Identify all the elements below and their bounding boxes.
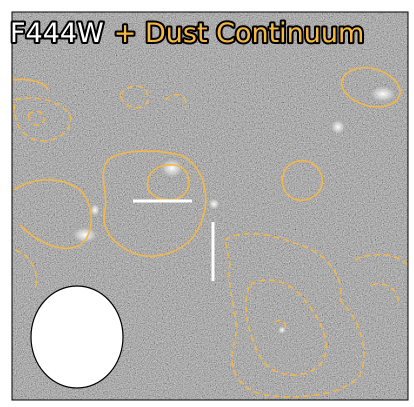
title-overlay: + Dust Continuum [114,18,365,49]
title: F444W + Dust Continuum [10,18,364,49]
frame [11,11,409,401]
title-band: F444W [10,18,104,49]
image [12,12,408,400]
beam [30,285,124,389]
